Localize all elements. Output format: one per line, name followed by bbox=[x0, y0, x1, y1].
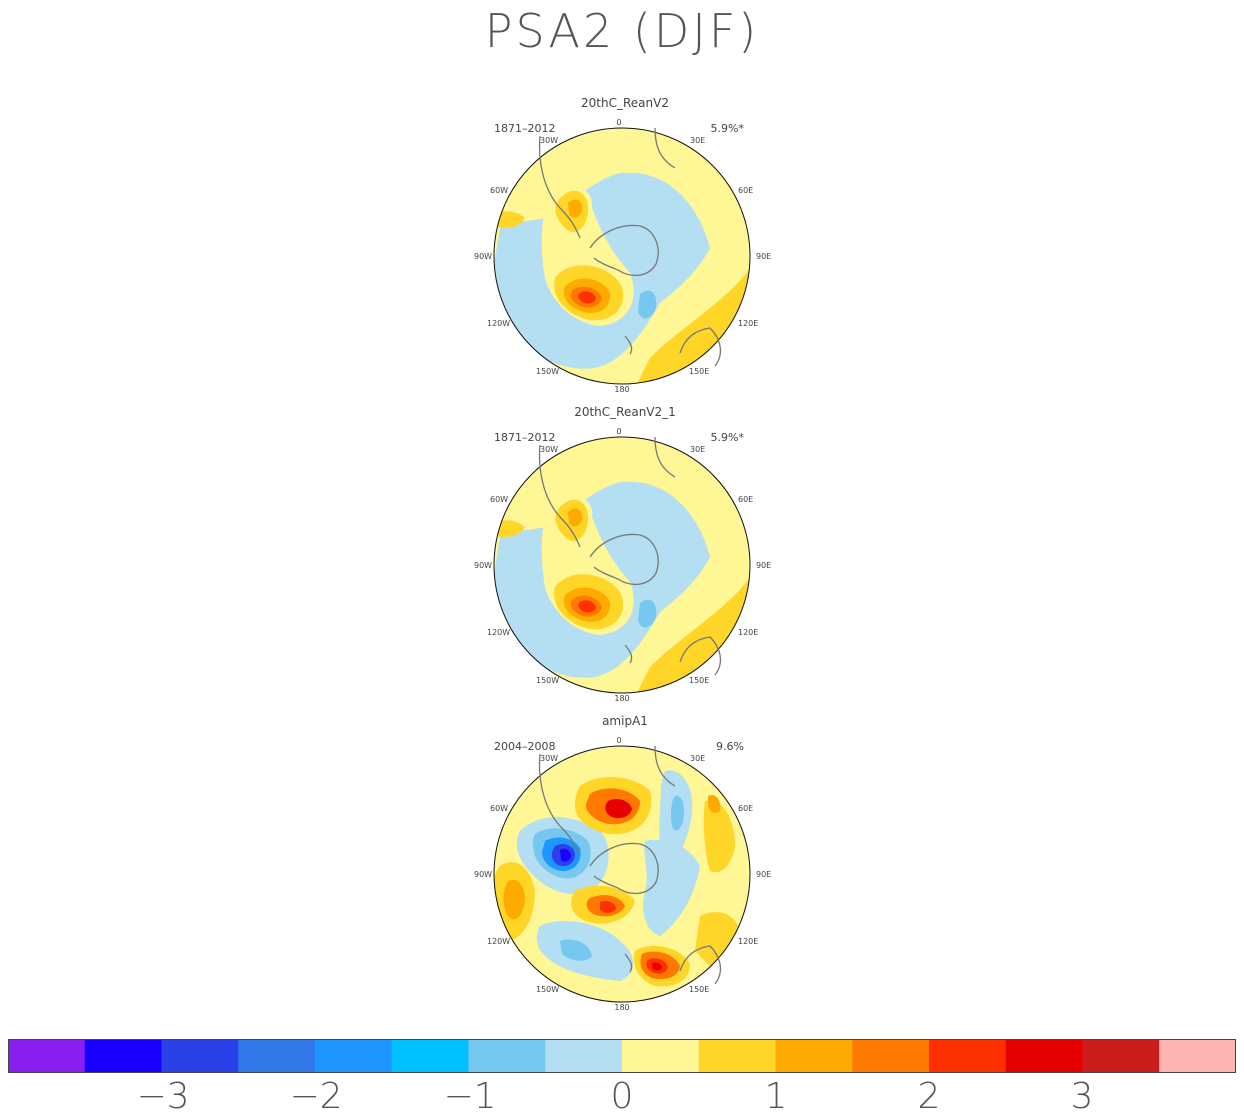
colorbar-tick-label: −3 bbox=[136, 1076, 190, 1117]
panel-period: 2004–2008 bbox=[494, 740, 556, 753]
polar-map: 0 30E 60E 90E 120E 150E 180 150W 120W 90… bbox=[474, 427, 771, 703]
map-label: 90E bbox=[756, 252, 771, 261]
colorbar-tick-label: −1 bbox=[443, 1076, 497, 1117]
map-label: 60W bbox=[490, 186, 508, 195]
colorbar-swatch bbox=[545, 1039, 623, 1073]
map-label: 30E bbox=[690, 445, 705, 454]
polar-map: 0 30E 60E 90E 120E 150E 180 150W 120W 90… bbox=[474, 736, 771, 1012]
map-label: 60W bbox=[490, 495, 508, 504]
colorbar-tick-label: 2 bbox=[917, 1076, 941, 1117]
map-label: 90E bbox=[756, 561, 771, 570]
colorbar-swatch bbox=[852, 1039, 930, 1073]
panel-title: amipA1 bbox=[602, 714, 648, 728]
colorbar bbox=[8, 1039, 1236, 1073]
map-label: 90W bbox=[474, 252, 492, 261]
map-label: 150E bbox=[689, 367, 709, 376]
map-label: 120E bbox=[738, 628, 758, 637]
colorbar-tick-label: −2 bbox=[289, 1076, 343, 1117]
panel-variance: 5.9%* bbox=[710, 431, 744, 444]
colorbar-swatch bbox=[8, 1039, 86, 1073]
map-label: 120E bbox=[738, 319, 758, 328]
map-label: 60E bbox=[738, 804, 753, 813]
map-label: 120W bbox=[487, 319, 510, 328]
colorbar-swatch bbox=[238, 1039, 316, 1073]
colorbar-border bbox=[8, 1039, 1236, 1073]
map-label: 0 bbox=[616, 736, 621, 745]
map-label: 30W bbox=[540, 136, 558, 145]
colorbar-tick-label: 3 bbox=[1070, 1076, 1094, 1117]
map-label: 30W bbox=[540, 754, 558, 763]
colorbar-swatch bbox=[468, 1039, 546, 1073]
panel-title: 20thC_ReanV2 bbox=[581, 96, 669, 110]
map-label: 30E bbox=[690, 754, 705, 763]
colorbar-tick-label: 0 bbox=[610, 1076, 634, 1117]
colorbar-swatch bbox=[1082, 1039, 1160, 1073]
figure-title: PSA2 (DJF) bbox=[484, 4, 760, 58]
map-label: 180 bbox=[614, 1003, 629, 1012]
colorbar-swatch bbox=[1005, 1039, 1083, 1073]
colorbar-swatch bbox=[698, 1039, 776, 1073]
map-label: 150W bbox=[536, 676, 559, 685]
map-label: 150E bbox=[689, 985, 709, 994]
map-panel-2: 20thC_ReanV2_1 1871–2012 5.9%* 0 30E bbox=[474, 405, 771, 707]
map-label: 90W bbox=[474, 870, 492, 879]
map-label: 150W bbox=[536, 367, 559, 376]
colorbar-swatch bbox=[161, 1039, 239, 1073]
panel-title: 20thC_ReanV2_1 bbox=[574, 405, 676, 419]
colorbar-swatch bbox=[391, 1039, 469, 1073]
colorbar-swatch bbox=[315, 1039, 393, 1073]
map-label: 120W bbox=[487, 937, 510, 946]
colorbar-swatch bbox=[1159, 1039, 1236, 1073]
map-label: 150W bbox=[536, 985, 559, 994]
map-label: 150E bbox=[689, 676, 709, 685]
map-label: 90E bbox=[756, 870, 771, 879]
map-label: 60W bbox=[490, 804, 508, 813]
map-label: 60E bbox=[738, 186, 753, 195]
panel-period: 1871–2012 bbox=[494, 122, 556, 135]
polar-map: 0 30E 60E 90E 120E 150E 180 150W 120W 90… bbox=[474, 118, 771, 394]
map-label: 180 bbox=[614, 694, 629, 703]
map-label: 60E bbox=[738, 495, 753, 504]
colorbar-swatch bbox=[622, 1039, 700, 1073]
colorbar-swatch bbox=[775, 1039, 853, 1073]
panel-variance: 5.9%* bbox=[710, 122, 744, 135]
map-label: 0 bbox=[616, 118, 621, 127]
map-panel-3: amipA1 2004–2008 9.6% bbox=[474, 714, 771, 1016]
map-label: 30W bbox=[540, 445, 558, 454]
colorbar-tick-label: 1 bbox=[764, 1076, 788, 1117]
map-label: 120E bbox=[738, 937, 758, 946]
map-label: 30E bbox=[690, 136, 705, 145]
map-label: 180 bbox=[614, 385, 629, 394]
colorbar-swatch bbox=[929, 1039, 1007, 1073]
panel-period: 1871–2012 bbox=[494, 431, 556, 444]
map-panel-1: 20thC_ReanV2 1871–2012 5.9%* 0 30E bbox=[474, 96, 771, 398]
map-label: 0 bbox=[616, 427, 621, 436]
map-label: 120W bbox=[487, 628, 510, 637]
map-label: 90W bbox=[474, 561, 492, 570]
colorbar-swatch bbox=[84, 1039, 162, 1073]
panel-variance: 9.6% bbox=[716, 740, 744, 753]
